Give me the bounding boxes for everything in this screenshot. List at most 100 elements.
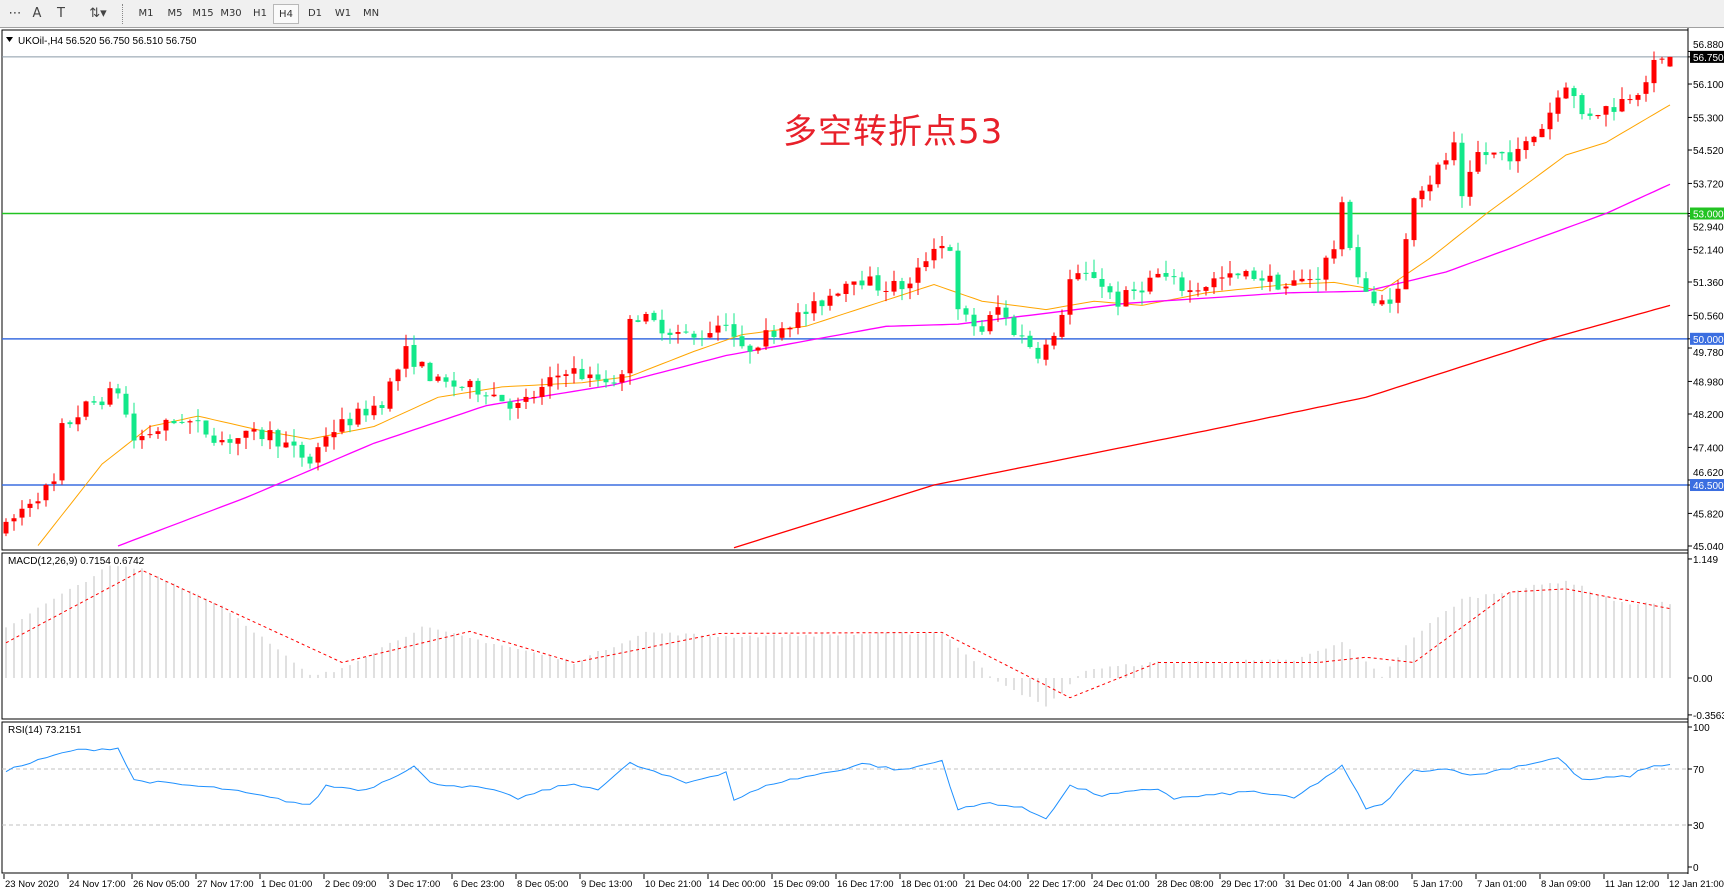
candle <box>1539 124 1545 138</box>
time-label: 31 Dec 01:00 <box>1285 879 1342 890</box>
candle-body <box>939 245 945 249</box>
candle-body <box>875 275 881 291</box>
candle <box>467 378 473 399</box>
candle-body <box>1291 280 1297 286</box>
price-tick-label: 53.720 <box>1693 179 1724 190</box>
candle <box>451 372 457 397</box>
candle-body <box>179 421 185 423</box>
candle <box>323 427 329 452</box>
timeframe-mn-button[interactable]: MN <box>362 8 380 19</box>
timeframe-h1-button[interactable]: H1 <box>253 8 267 19</box>
candle <box>1627 94 1633 104</box>
candle <box>1187 280 1193 303</box>
candle-body <box>1307 279 1313 281</box>
candle-body <box>51 481 57 484</box>
candle <box>1171 268 1177 285</box>
rsi-tick-label: 100 <box>1693 723 1710 734</box>
macd-panel <box>1 552 1689 720</box>
candle-body <box>1027 335 1033 348</box>
candle <box>339 407 345 435</box>
candle-body <box>1515 148 1521 162</box>
candle-body <box>1443 160 1449 165</box>
candle <box>1331 240 1337 264</box>
text-label-icon[interactable]: T <box>57 6 65 21</box>
candle-body <box>1411 198 1417 241</box>
timeframe-d1-button[interactable]: D1 <box>307 8 323 19</box>
candle-body <box>1379 300 1385 305</box>
arrows-dropdown-icon[interactable]: ⇅▾ <box>89 6 107 21</box>
price-tick-label: 46.620 <box>1693 468 1724 479</box>
candle <box>515 397 521 419</box>
candle-body <box>1267 275 1273 282</box>
candle-body <box>315 447 321 463</box>
candle <box>1371 286 1377 306</box>
candle-body <box>1323 257 1329 280</box>
candle <box>603 370 609 388</box>
timeframe-w1-button[interactable]: W1 <box>334 8 352 19</box>
text-tool-icon[interactable]: A <box>32 6 42 21</box>
candle <box>219 431 225 446</box>
candle-body <box>763 330 769 347</box>
candle-body <box>643 313 649 322</box>
timeframe-m5-button[interactable]: M5 <box>167 8 183 19</box>
rsi-line <box>5 747 1671 820</box>
candle <box>1283 283 1289 295</box>
candle <box>659 309 665 341</box>
candle <box>259 427 265 447</box>
rsi-tick-label: 70 <box>1693 765 1705 776</box>
candle-body <box>1547 112 1553 130</box>
candle-body <box>851 281 857 285</box>
candle <box>1507 140 1513 170</box>
collapse-triangle-icon[interactable] <box>6 37 13 42</box>
candle <box>1115 281 1121 316</box>
candle-body <box>251 429 257 432</box>
candle <box>1347 199 1353 251</box>
time-label: 14 Dec 00:00 <box>709 879 766 890</box>
timeframe-h4-button[interactable]: H4 <box>273 4 299 24</box>
candle <box>1107 283 1113 300</box>
candle-body <box>883 290 889 292</box>
candle-body <box>547 377 553 387</box>
grid-lines-icon[interactable]: ⋯ <box>8 6 22 21</box>
candle-body <box>1523 141 1529 151</box>
candle-body <box>203 420 209 435</box>
candle <box>115 383 121 399</box>
candle-body <box>19 508 25 518</box>
price-tick-label: 56.100 <box>1693 80 1724 91</box>
candle-body <box>1395 288 1401 303</box>
toolbar: ⋯ A T ⇅▾ M1 M5 M15 M30 H1 H4 D1 W1 MN <box>0 0 1724 28</box>
candle <box>187 419 193 434</box>
candle-body <box>59 423 65 481</box>
time-label: 29 Dec 17:00 <box>1221 879 1278 890</box>
candle-body <box>563 374 569 376</box>
candle-body <box>539 386 545 397</box>
candle-body <box>891 280 897 292</box>
price-tick-label: 45.040 <box>1693 542 1724 553</box>
candle <box>139 429 145 449</box>
candle-body <box>739 336 745 347</box>
candle-body <box>1539 128 1545 138</box>
candle-body <box>211 435 217 443</box>
candle-body <box>443 377 449 382</box>
candle-body <box>91 401 97 403</box>
timeframe-m1-button[interactable]: M1 <box>138 8 154 19</box>
candle-body <box>227 439 233 443</box>
candle <box>1659 56 1665 64</box>
candle-body <box>395 369 401 382</box>
candle-body <box>491 394 497 397</box>
candle <box>995 295 1001 322</box>
candle <box>1483 142 1489 165</box>
level-price-label-bg <box>1690 479 1724 492</box>
candle <box>571 356 577 384</box>
candle <box>747 344 753 364</box>
macd-label: MACD(12,26,9) 0.7154 0.6742 <box>8 556 145 567</box>
candle-body <box>1563 87 1569 99</box>
candle <box>875 267 881 296</box>
candle-body <box>1299 278 1305 282</box>
candle <box>1211 272 1217 295</box>
price-tick-label: 56.880 <box>1693 40 1724 51</box>
timeframe-m30-button[interactable]: M30 <box>220 8 242 19</box>
candle-body <box>243 430 249 438</box>
timeframe-m15-button[interactable]: M15 <box>192 8 214 19</box>
